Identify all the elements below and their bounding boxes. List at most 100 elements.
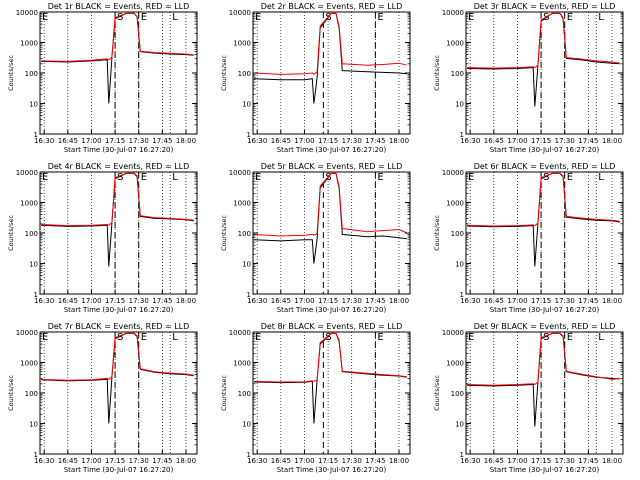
events-line-2 — [254, 12, 407, 104]
x-tick-label-7: 18:00 — [176, 297, 196, 305]
y-axis-label: Counts/sec — [220, 375, 228, 411]
x-tick-label-4: 17:15 — [318, 457, 338, 465]
x-tick-label-5: 17:30 — [342, 457, 362, 465]
plot-frame — [465, 11, 624, 135]
y-tick-label-2: 10 — [455, 421, 464, 429]
y-tick-label-4: 1000 — [446, 40, 464, 48]
y-tick-label-2: 10 — [455, 261, 464, 269]
marker-label-1: E — [255, 172, 261, 183]
x-axis-label: Start Time (30-Jul-07 16:27:20) — [277, 466, 387, 474]
panel-8: E S E 1 10 100 1000 10000 16:30 16:45 17:00 17:15 17… — [220, 322, 411, 474]
marker-label-4: L — [598, 12, 604, 23]
x-tick-label-5: 17:30 — [555, 457, 575, 465]
marker-label-3: E — [141, 172, 147, 183]
x-tick-label-1: 16:30 — [34, 297, 54, 305]
y-tick-label-3: 100 — [25, 70, 38, 78]
y-axis-label: Counts/sec — [433, 375, 441, 411]
x-axis-label: Start Time (30-Jul-07 16:27:20) — [64, 306, 174, 314]
y-tick-label-2: 10 — [242, 101, 251, 109]
marker-label-2: S — [117, 12, 123, 23]
x-tick-label-3: 17:00 — [507, 457, 527, 465]
y-tick-label-4: 1000 — [20, 40, 38, 48]
y-axis-label: Counts/sec — [7, 375, 15, 411]
marker-label-4: L — [598, 172, 604, 183]
x-tick-label-6: 17:45 — [152, 297, 172, 305]
y-axis-label: Counts/sec — [433, 55, 441, 91]
panel-title: Det 3r BLACK = Events, RED = LLD — [474, 2, 616, 11]
x-tick-label-1: 16:30 — [460, 297, 480, 305]
x-tick-label-4: 17:15 — [531, 297, 551, 305]
y-tick-label-5: 10000 — [229, 169, 251, 177]
marker-label-1: E — [468, 172, 474, 183]
lld-line-5 — [254, 172, 408, 237]
x-tick-label-7: 18:00 — [389, 297, 409, 305]
x-tick-label-7: 18:00 — [602, 137, 622, 145]
x-tick-label-1: 16:30 — [460, 137, 480, 145]
x-tick-label-7: 18:00 — [389, 137, 409, 145]
marker-label-2: S — [543, 332, 549, 343]
y-tick-label-4: 1000 — [233, 360, 251, 368]
y-tick-label-4: 1000 — [446, 200, 464, 208]
y-tick-label-2: 10 — [29, 421, 38, 429]
marker-label-4: L — [172, 12, 178, 23]
marker-label-4: L — [598, 332, 604, 343]
panel-6: E S E L 1 10 100 1000 10000 16:30 16:45 17:00 17:15 1… — [433, 162, 624, 314]
x-axis-label: Start Time (30-Jul-07 16:27:20) — [64, 466, 174, 474]
panel-7: E S E L 1 10 100 1000 10000 16:30 16:45 17:00 17:15 1… — [7, 322, 198, 474]
x-tick-label-3: 17:00 — [81, 137, 101, 145]
marker-label-3: E — [377, 172, 383, 183]
x-tick-label-3: 17:00 — [294, 297, 314, 305]
x-tick-label-4: 17:15 — [318, 137, 338, 145]
x-tick-label-1: 16:30 — [34, 137, 54, 145]
x-tick-label-2: 16:45 — [484, 137, 504, 145]
x-axis-label: Start Time (30-Jul-07 16:27:20) — [490, 466, 600, 474]
x-tick-label-2: 16:45 — [484, 297, 504, 305]
y-axis-label: Counts/sec — [7, 55, 15, 91]
marker-label-2: S — [117, 172, 123, 183]
y-tick-label-5: 10000 — [229, 9, 251, 17]
y-tick-label-1: 1 — [34, 451, 38, 459]
x-tick-label-6: 17:45 — [578, 457, 598, 465]
y-tick-label-2: 10 — [242, 421, 251, 429]
x-tick-label-3: 17:00 — [294, 137, 314, 145]
y-tick-label-3: 100 — [451, 230, 464, 238]
x-tick-label-4: 17:15 — [105, 137, 125, 145]
marker-label-3: E — [567, 172, 573, 183]
y-tick-label-5: 10000 — [16, 329, 38, 337]
y-axis-label: Counts/sec — [220, 215, 228, 251]
y-tick-label-3: 100 — [238, 390, 251, 398]
y-tick-label-2: 10 — [29, 101, 38, 109]
y-tick-label-4: 1000 — [233, 40, 251, 48]
events-line-5 — [254, 172, 407, 264]
x-tick-label-6: 17:45 — [578, 297, 598, 305]
panel-title: Det 4r BLACK = Events, RED = LLD — [48, 162, 190, 171]
y-tick-label-1: 1 — [247, 451, 251, 459]
marker-label-1: E — [42, 332, 48, 343]
marker-label-3: E — [141, 12, 147, 23]
x-tick-label-6: 17:45 — [365, 457, 385, 465]
x-tick-label-1: 16:30 — [34, 457, 54, 465]
y-tick-label-5: 10000 — [442, 9, 464, 17]
marker-label-4: L — [172, 332, 178, 343]
x-tick-label-2: 16:45 — [58, 457, 78, 465]
x-tick-label-2: 16:45 — [271, 457, 291, 465]
events-line-6 — [467, 172, 620, 267]
x-tick-label-3: 17:00 — [507, 137, 527, 145]
y-tick-label-2: 10 — [29, 261, 38, 269]
marker-label-2: S — [117, 332, 123, 343]
panel-9: E S E L 1 10 100 1000 10000 16:30 16:45 17:00 17:15 1… — [433, 322, 624, 474]
y-axis-label: Counts/sec — [220, 55, 228, 91]
x-tick-label-3: 17:00 — [81, 297, 101, 305]
x-tick-label-2: 16:45 — [58, 297, 78, 305]
events-line-4 — [41, 172, 194, 267]
x-tick-label-6: 17:45 — [578, 137, 598, 145]
panel-title: Det 7r BLACK = Events, RED = LLD — [48, 322, 190, 331]
x-tick-label-6: 17:45 — [365, 297, 385, 305]
panel-title: Det 6r BLACK = Events, RED = LLD — [474, 162, 616, 171]
x-axis-label: Start Time (30-Jul-07 16:27:20) — [490, 146, 600, 154]
panel-title: Det 2r BLACK = Events, RED = LLD — [261, 2, 403, 11]
x-tick-label-4: 17:15 — [531, 137, 551, 145]
x-tick-label-3: 17:00 — [81, 457, 101, 465]
x-tick-label-7: 18:00 — [176, 137, 196, 145]
